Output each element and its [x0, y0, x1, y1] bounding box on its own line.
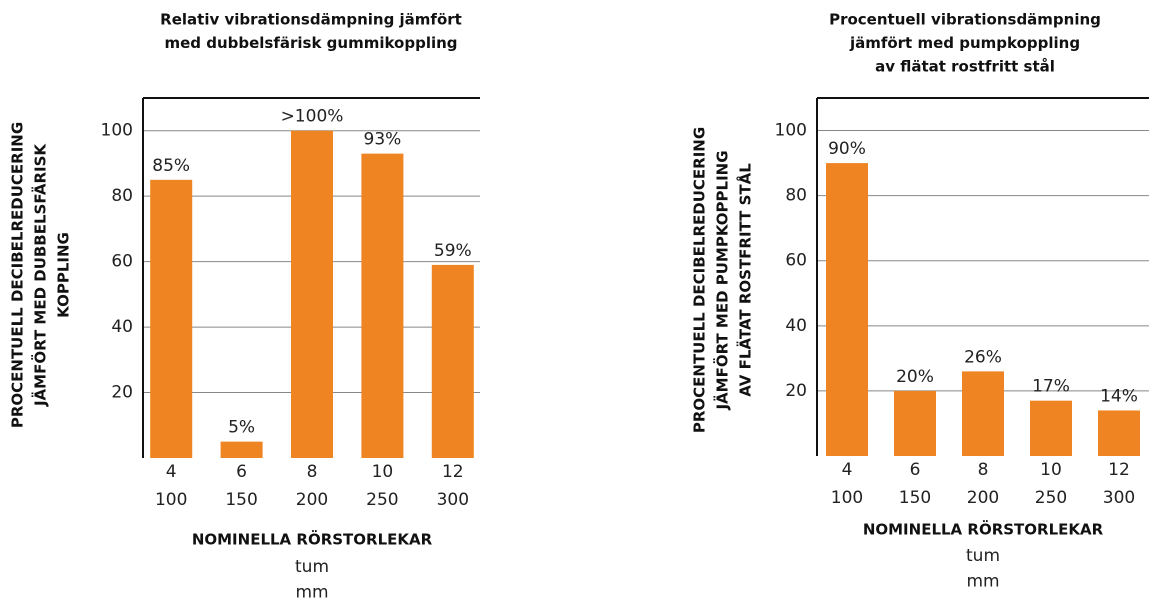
value-label: 93%	[364, 130, 402, 150]
x-axis-label: NOMINELLA RÖRSTORLEKAR	[192, 530, 433, 549]
chart-title: jämfört med pumpkoppling	[849, 34, 1080, 52]
bar	[431, 264, 474, 458]
y-tick-label: 40	[785, 316, 807, 336]
x-tick-label: 150	[225, 490, 257, 510]
y-axis-label: JÄMFÖRT MED PUMPKOPPLING	[713, 150, 732, 410]
y-tick-label: 60	[785, 251, 807, 271]
x-tick-label: 6	[236, 462, 247, 482]
value-label: 90%	[828, 139, 866, 159]
y-axis-label: JÄMFÖRT MED DUBBELSFÄRISK	[31, 143, 50, 407]
x-tick-label: 100	[155, 490, 187, 510]
y-tick-label: 20	[785, 381, 807, 401]
bar	[150, 179, 193, 458]
bar	[220, 441, 263, 458]
y-axis-label: KOPPLING	[55, 232, 73, 318]
x-tick-label: 100	[831, 488, 863, 508]
bar	[1030, 400, 1072, 456]
chart-title: med dubbelsfärisk gummikoppling	[164, 34, 457, 52]
x-tick-label: 250	[1035, 488, 1067, 508]
value-label: >100%	[281, 107, 344, 127]
y-tick-label: 20	[111, 383, 133, 403]
bar	[291, 130, 333, 458]
x-tick-label: 10	[372, 462, 394, 482]
y-axis-label: PROCENTUELL DECIBELREDUCERING	[691, 127, 709, 433]
y-tick-label: 60	[111, 252, 133, 272]
value-label: 20%	[896, 367, 934, 387]
x-tick-label: 300	[1103, 488, 1135, 508]
bar	[361, 153, 404, 459]
chart: Relativ vibrationsdämpning jämfört med du…	[9, 11, 480, 598]
x-axis-unit: tum	[966, 546, 1000, 566]
y-axis-label: PROCENTUELL DECIBELREDUCERING	[9, 122, 27, 428]
x-tick-label: 12	[442, 462, 464, 482]
value-label: 26%	[964, 347, 1002, 367]
x-tick-label: 4	[166, 462, 177, 482]
x-tick-label: 10	[1040, 460, 1062, 480]
bar	[826, 163, 868, 456]
chart-title: Relativ vibrationsdämpning jämfört	[160, 11, 462, 29]
y-tick-label: 40	[111, 317, 133, 337]
y-axis-label: AV FLÄTAT ROSTFRITT STÅL	[736, 163, 755, 397]
chart-title: Procentuell vibrationsdämpning	[829, 11, 1101, 29]
y-tick-label: 80	[785, 186, 807, 206]
x-tick-label: 200	[967, 488, 999, 508]
x-tick-label: 4	[842, 460, 853, 480]
x-axis-unit: mm	[295, 583, 328, 598]
x-tick-label: 200	[296, 490, 328, 510]
y-tick-label: 100	[101, 121, 133, 141]
x-tick-label: 6	[910, 460, 921, 480]
chart: Procentuell vibrationsdämpning jämfört me…	[691, 11, 1149, 592]
x-axis-unit: tum	[295, 557, 329, 577]
x-tick-label: 250	[366, 490, 398, 510]
value-label: 5%	[228, 418, 255, 438]
x-axis-unit: mm	[966, 572, 999, 592]
value-label: 14%	[1100, 386, 1138, 406]
x-tick-label: 300	[437, 490, 469, 510]
x-tick-label: 8	[978, 460, 989, 480]
x-tick-label: 8	[307, 462, 318, 482]
bar	[1098, 410, 1140, 456]
value-label: 59%	[434, 241, 472, 261]
bar	[962, 371, 1004, 456]
y-tick-label: 80	[111, 186, 133, 206]
bar	[894, 390, 936, 456]
value-label: 17%	[1032, 377, 1070, 397]
value-label: 85%	[152, 156, 190, 176]
x-axis-label: NOMINELLA RÖRSTORLEKAR	[863, 520, 1104, 539]
x-tick-label: 12	[1108, 460, 1130, 480]
y-tick-label: 100	[775, 121, 807, 141]
x-tick-label: 150	[899, 488, 931, 508]
chart-title: av flätat rostfritt stål	[875, 58, 1055, 76]
